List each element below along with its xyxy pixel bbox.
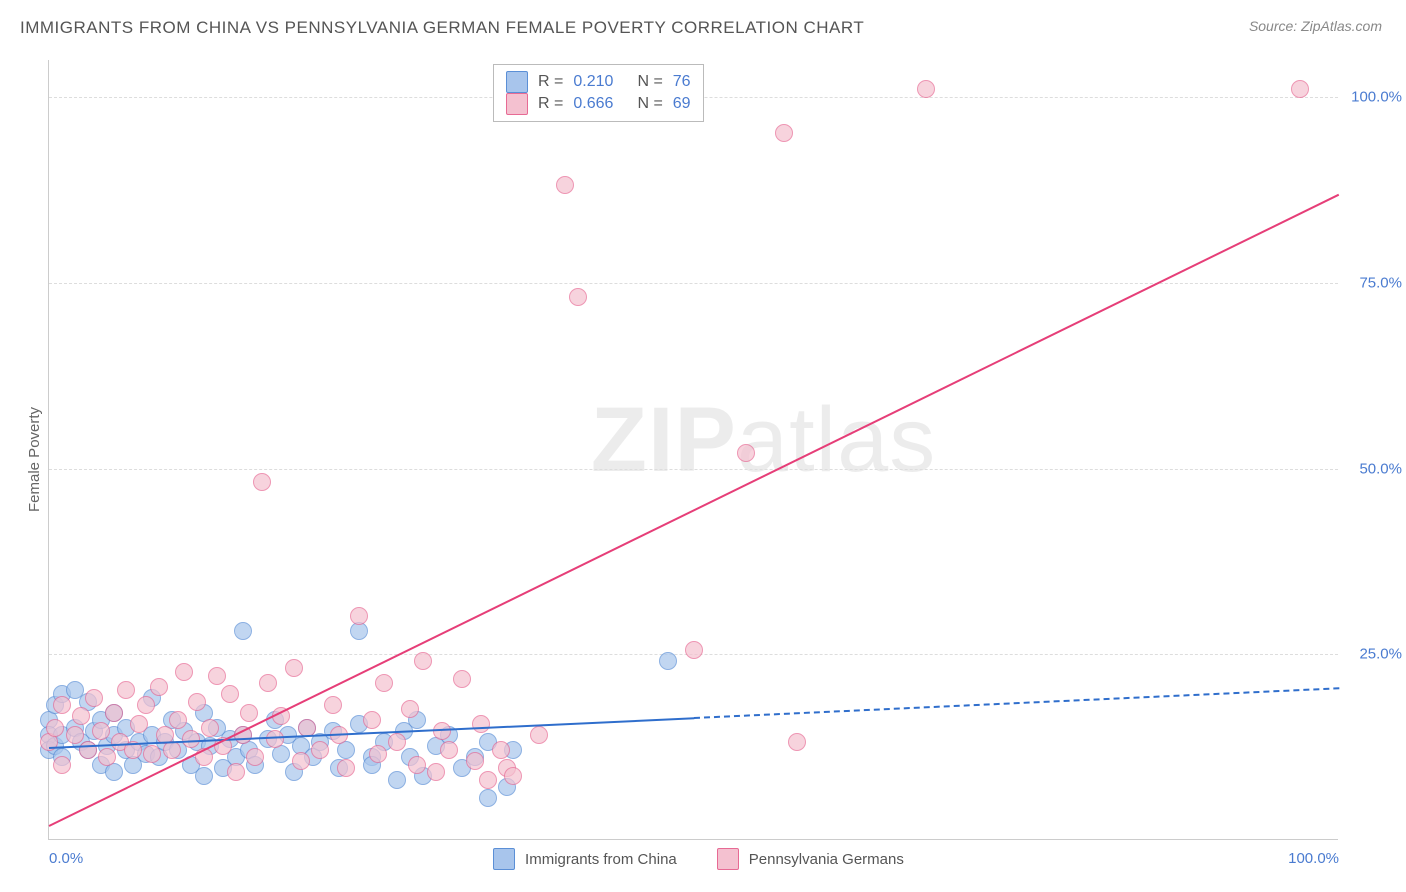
scatter-point-pagerman — [175, 663, 193, 681]
scatter-point-pagerman — [137, 696, 155, 714]
scatter-point-pagerman — [46, 719, 64, 737]
scatter-point-pagerman — [311, 741, 329, 759]
scatter-point-pagerman — [453, 670, 471, 688]
scatter-point-pagerman — [427, 763, 445, 781]
scatter-point-pagerman — [285, 659, 303, 677]
legend-row-pagerman: R = 0.666 N = 69 — [506, 93, 691, 115]
scatter-point-pagerman — [530, 726, 548, 744]
scatter-point-china — [659, 652, 677, 670]
scatter-point-pagerman — [775, 124, 793, 142]
scatter-point-pagerman — [466, 752, 484, 770]
source-attribution: Source: ZipAtlas.com — [1249, 18, 1382, 34]
scatter-point-pagerman — [85, 689, 103, 707]
scatter-point-pagerman — [227, 763, 245, 781]
legend-r-label: R = — [538, 95, 563, 113]
legend-r-value: 0.210 — [573, 73, 613, 91]
scatter-point-pagerman — [143, 745, 161, 763]
scatter-point-pagerman — [350, 607, 368, 625]
x-tick-label: 100.0% — [1288, 850, 1339, 867]
legend-r-value: 0.666 — [573, 95, 613, 113]
scatter-point-pagerman — [292, 752, 310, 770]
scatter-point-pagerman — [53, 756, 71, 774]
y-tick-label: 100.0% — [1351, 89, 1402, 106]
legend-item-label: Immigrants from China — [525, 851, 677, 868]
scatter-point-pagerman — [479, 771, 497, 789]
scatter-point-pagerman — [569, 288, 587, 306]
scatter-point-pagerman — [208, 667, 226, 685]
scatter-point-pagerman — [72, 707, 90, 725]
scatter-point-china — [195, 767, 213, 785]
scatter-point-pagerman — [414, 652, 432, 670]
scatter-point-pagerman — [440, 741, 458, 759]
scatter-point-pagerman — [98, 748, 116, 766]
scatter-point-pagerman — [221, 685, 239, 703]
scatter-point-pagerman — [150, 678, 168, 696]
gridline — [49, 469, 1338, 470]
y-tick-label: 50.0% — [1359, 460, 1402, 477]
scatter-point-pagerman — [240, 704, 258, 722]
gridline — [49, 283, 1338, 284]
scatter-point-pagerman — [492, 741, 510, 759]
scatter-point-pagerman — [182, 730, 200, 748]
legend-swatch — [506, 71, 528, 93]
trend-line — [694, 688, 1339, 720]
scatter-point-pagerman — [79, 741, 97, 759]
scatter-point-pagerman — [105, 704, 123, 722]
series-legend: Immigrants from China Pennsylvania German… — [493, 848, 904, 870]
scatter-point-china — [388, 771, 406, 789]
scatter-point-pagerman — [188, 693, 206, 711]
chart-container: IMMIGRANTS FROM CHINA VS PENNSYLVANIA GE… — [0, 0, 1406, 892]
chart-title: IMMIGRANTS FROM CHINA VS PENNSYLVANIA GE… — [20, 18, 864, 38]
trend-line — [49, 194, 1340, 827]
scatter-point-pagerman — [408, 756, 426, 774]
scatter-point-pagerman — [66, 726, 84, 744]
y-tick-label: 75.0% — [1359, 274, 1402, 291]
scatter-point-pagerman — [363, 711, 381, 729]
scatter-point-pagerman — [472, 715, 490, 733]
scatter-point-pagerman — [201, 719, 219, 737]
scatter-point-pagerman — [169, 711, 187, 729]
scatter-point-pagerman — [401, 700, 419, 718]
legend-item-pagerman: Pennsylvania Germans — [717, 848, 904, 870]
scatter-point-pagerman — [504, 767, 522, 785]
watermark-bold: ZIP — [591, 389, 737, 491]
legend-n-value: 69 — [673, 95, 691, 113]
legend-n-label: N = — [637, 95, 662, 113]
correlation-legend: R = 0.210 N = 76 R = 0.666 N = 69 — [493, 64, 704, 122]
scatter-point-pagerman — [737, 444, 755, 462]
scatter-point-pagerman — [324, 696, 342, 714]
scatter-point-pagerman — [53, 696, 71, 714]
legend-item-label: Pennsylvania Germans — [749, 851, 904, 868]
scatter-point-pagerman — [1291, 80, 1309, 98]
scatter-point-pagerman — [337, 759, 355, 777]
scatter-point-pagerman — [388, 733, 406, 751]
scatter-point-pagerman — [556, 176, 574, 194]
legend-swatch — [717, 848, 739, 870]
scatter-point-pagerman — [788, 733, 806, 751]
scatter-point-pagerman — [92, 722, 110, 740]
scatter-point-pagerman — [259, 674, 277, 692]
legend-item-china: Immigrants from China — [493, 848, 677, 870]
x-tick-label: 0.0% — [49, 850, 83, 867]
scatter-point-pagerman — [117, 681, 135, 699]
scatter-point-pagerman — [433, 722, 451, 740]
plot-area: ZIPatlas 25.0%50.0%75.0%100.0%0.0%100.0% — [48, 60, 1338, 840]
scatter-point-pagerman — [253, 473, 271, 491]
legend-n-value: 76 — [673, 73, 691, 91]
legend-swatch — [493, 848, 515, 870]
legend-row-china: R = 0.210 N = 76 — [506, 71, 691, 93]
scatter-point-pagerman — [369, 745, 387, 763]
y-tick-label: 25.0% — [1359, 646, 1402, 663]
legend-r-label: R = — [538, 73, 563, 91]
scatter-point-china — [234, 622, 252, 640]
legend-n-label: N = — [637, 73, 662, 91]
legend-swatch — [506, 93, 528, 115]
scatter-point-pagerman — [375, 674, 393, 692]
scatter-point-pagerman — [246, 748, 264, 766]
scatter-point-pagerman — [130, 715, 148, 733]
scatter-point-china — [479, 789, 497, 807]
scatter-point-pagerman — [917, 80, 935, 98]
y-axis-label: Female Poverty — [26, 407, 43, 512]
scatter-point-pagerman — [685, 641, 703, 659]
